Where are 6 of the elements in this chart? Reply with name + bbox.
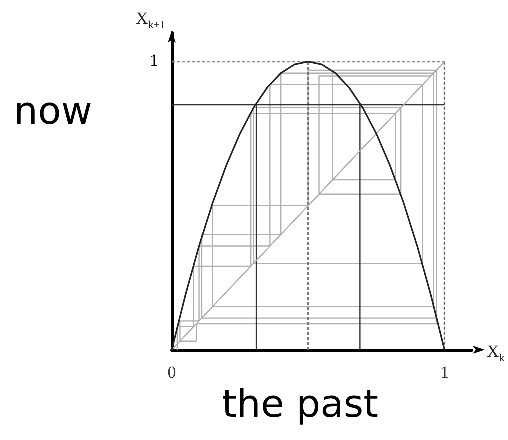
text: the past: [222, 382, 379, 426]
text: now: [14, 89, 92, 133]
text: 1: [150, 51, 158, 70]
x-tick-label: 0: [168, 363, 176, 382]
y-axis-title: X$_{k+1}$: [136, 9, 166, 32]
x-axis-title: X$_{k}$: [487, 342, 505, 364]
